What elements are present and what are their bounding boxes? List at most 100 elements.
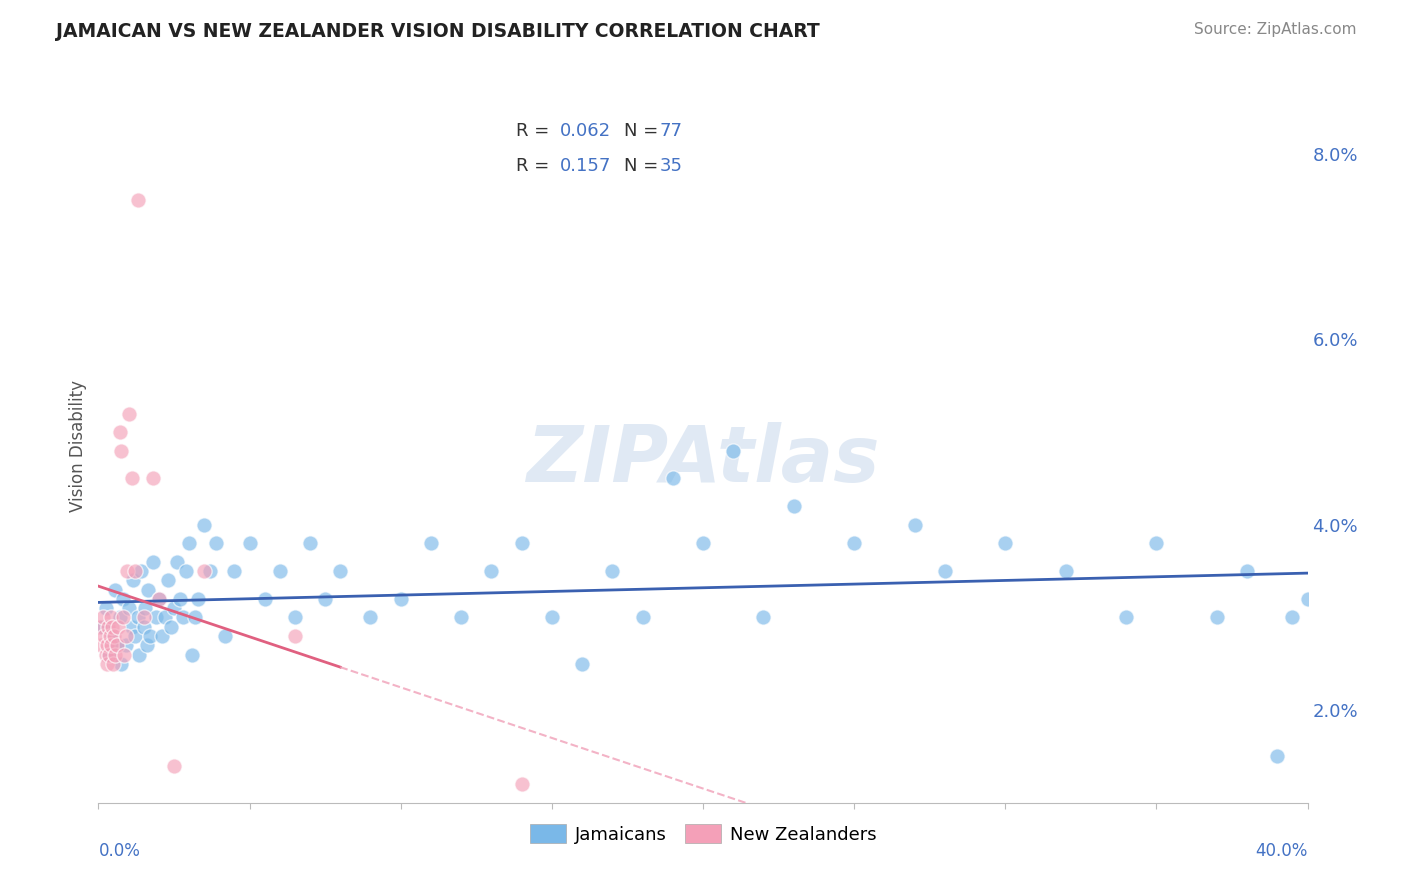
Point [1281, 610, 1303, 624]
Point [142, 555, 165, 569]
Point [163, 601, 186, 615]
Text: 0.0%: 0.0% [98, 842, 141, 860]
Point [110, 443, 132, 458]
Point [510, 536, 533, 550]
Point [184, 610, 207, 624]
Point [239, 536, 262, 550]
Text: N =: N = [624, 121, 665, 139]
Point [134, 601, 156, 615]
Point [269, 564, 291, 578]
Point [132, 610, 155, 624]
Point [108, 610, 131, 624]
Point [193, 517, 215, 532]
Point [844, 536, 866, 550]
Point [91, 620, 114, 634]
Point [148, 591, 170, 606]
Point [135, 638, 157, 652]
Text: R =: R = [516, 157, 554, 175]
Text: JAMAICAN VS NEW ZEALANDER VISION DISABILITY CORRELATION CHART: JAMAICAN VS NEW ZEALANDER VISION DISABIL… [56, 22, 820, 41]
Point [193, 564, 215, 578]
Point [136, 582, 159, 597]
Point [101, 657, 124, 671]
Point [110, 657, 132, 671]
Point [98, 648, 121, 662]
Point [172, 610, 194, 624]
Point [101, 620, 124, 634]
Point [166, 555, 188, 569]
Point [96, 657, 118, 671]
Point [783, 500, 806, 514]
Point [118, 407, 141, 421]
Point [299, 536, 322, 550]
Point [329, 564, 352, 578]
Point [420, 536, 443, 550]
Point [723, 443, 745, 458]
Point [97, 620, 120, 634]
Point [100, 638, 122, 652]
Point [114, 629, 136, 643]
Point [114, 638, 136, 652]
Point [631, 610, 654, 624]
Point [389, 591, 412, 606]
Point [105, 638, 128, 652]
Text: 35: 35 [659, 157, 682, 175]
Point [118, 601, 141, 615]
Point [481, 564, 503, 578]
Point [187, 591, 209, 606]
Point [450, 610, 472, 624]
Point [115, 564, 138, 578]
Text: 77: 77 [659, 121, 682, 139]
Text: R =: R = [516, 121, 554, 139]
Point [284, 610, 307, 624]
Text: 0.062: 0.062 [561, 121, 612, 139]
Point [94, 648, 117, 662]
Point [1206, 610, 1229, 624]
Point [1054, 564, 1077, 578]
Point [153, 610, 176, 624]
Point [163, 758, 186, 772]
Point [205, 536, 228, 550]
Point [253, 591, 276, 606]
Point [128, 648, 150, 662]
Point [127, 610, 149, 624]
Point [107, 620, 129, 634]
Point [571, 657, 593, 671]
Point [179, 536, 201, 550]
Point [1236, 564, 1258, 578]
Point [692, 536, 714, 550]
Point [148, 591, 170, 606]
Point [127, 194, 149, 208]
Point [121, 471, 143, 485]
Point [284, 629, 307, 643]
Point [105, 638, 128, 652]
Point [108, 425, 131, 439]
Point [224, 564, 246, 578]
Point [122, 574, 145, 588]
Point [934, 564, 956, 578]
Point [540, 610, 562, 624]
Point [100, 610, 122, 624]
Point [90, 638, 112, 652]
Point [111, 591, 134, 606]
Text: 0.157: 0.157 [561, 157, 612, 175]
Text: 40.0%: 40.0% [1256, 842, 1308, 860]
Point [104, 582, 127, 597]
Point [1267, 749, 1289, 764]
Point [124, 564, 146, 578]
Point [360, 610, 382, 624]
Point [314, 591, 336, 606]
Y-axis label: Vision Disability: Vision Disability [69, 380, 87, 512]
Point [94, 601, 117, 615]
Point [132, 620, 155, 634]
Point [661, 471, 683, 485]
Point [200, 564, 222, 578]
Point [139, 629, 162, 643]
Point [103, 629, 125, 643]
Point [124, 629, 146, 643]
Point [145, 610, 167, 624]
Point [1296, 591, 1319, 606]
Point [96, 638, 118, 652]
Point [150, 629, 173, 643]
Point [111, 610, 134, 624]
Point [112, 648, 135, 662]
